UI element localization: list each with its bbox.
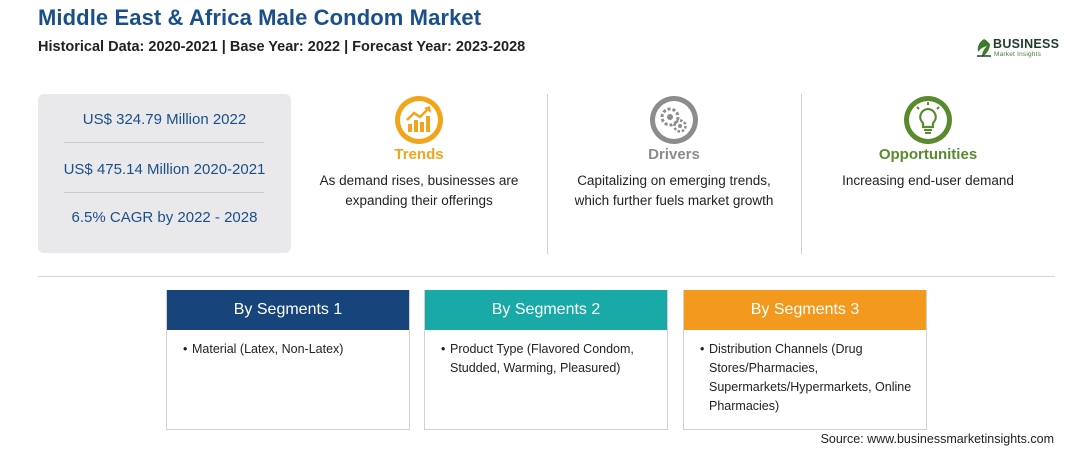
gears-icon [648,94,700,146]
segment-card-2: By Segments 2 • Product Type (Flavored C… [424,290,668,430]
bullet-icon: • [700,342,705,356]
segment-card-1: By Segments 1 • Material (Latex, Non-Lat… [166,290,410,430]
segment-3-item: Distribution Channels (Drug Stores/Pharm… [709,342,912,413]
segment-1-title: By Segments 1 [167,290,409,330]
segment-3-list: • Distribution Channels (Drug Stores/Pha… [684,330,926,416]
trends-description: As demand rises, businesses are expandin… [299,171,539,211]
trends-column: Trends As demand rises, businesses are e… [299,94,539,211]
trend-chart-icon [393,94,445,146]
opportunities-description: Increasing end-user demand [808,171,1048,191]
brand-logo: BUSINESS Market Insights [975,36,1060,62]
column-divider [547,94,548,254]
segment-card-3: By Segments 3 • Distribution Channels (D… [683,290,927,430]
source-note: Source: www.businessmarketinsights.com [820,432,1054,446]
lightbulb-icon [902,94,954,146]
logo-mark-icon [977,39,991,57]
segment-3-title: By Segments 3 [684,290,926,330]
trends-title: Trends [394,146,444,163]
trends-desc-line: expanding their offerings [345,193,493,208]
logo-text: BUSINESS [993,37,1060,51]
drivers-description: Capitalizing on emerging trends, which f… [554,171,794,211]
segment-1-list: • Material (Latex, Non-Latex) [167,330,409,359]
segment-2-list: • Product Type (Flavored Condom, Studded… [425,330,667,378]
logo-tagline: Market Insights [994,51,1042,58]
stats-panel: US$ 324.79 Million 2022 US$ 475.14 Milli… [38,94,291,253]
page-title: Middle East & Africa Male Condom Market [38,5,482,30]
bullet-icon: • [441,342,446,356]
stat-market-size-2022: US$ 324.79 Million 2022 [82,111,247,128]
segment-2-title: By Segments 2 [425,290,667,330]
drivers-desc-line: Capitalizing on emerging trends, [577,173,771,188]
stat-historical-value: US$ 475.14 Million 2020-2021 [63,161,266,178]
opportunities-title: Opportunities [878,146,978,163]
page-subtitle: Historical Data: 2020-2021 | Base Year: … [38,39,526,55]
opportunities-column: Opportunities Increasing end-user demand [808,94,1048,191]
drivers-desc-line: which further fuels market growth [574,193,774,208]
drivers-column: Drivers Capitalizing on emerging trends,… [554,94,794,211]
stat-cagr: 6.5% CAGR by 2022 - 2028 [71,209,258,226]
column-divider [801,94,802,254]
stat-divider [64,192,264,193]
drivers-title: Drivers [648,146,700,163]
trends-desc-line: As demand rises, businesses are [319,173,519,188]
opportunities-desc-line: Increasing end-user demand [842,173,1014,188]
bullet-icon: • [183,342,188,356]
segment-1-item: Material (Latex, Non-Latex) [192,342,344,356]
stat-divider [64,142,264,143]
segment-2-item: Product Type (Flavored Condom, Studded, … [450,342,634,375]
section-divider [38,276,1055,277]
